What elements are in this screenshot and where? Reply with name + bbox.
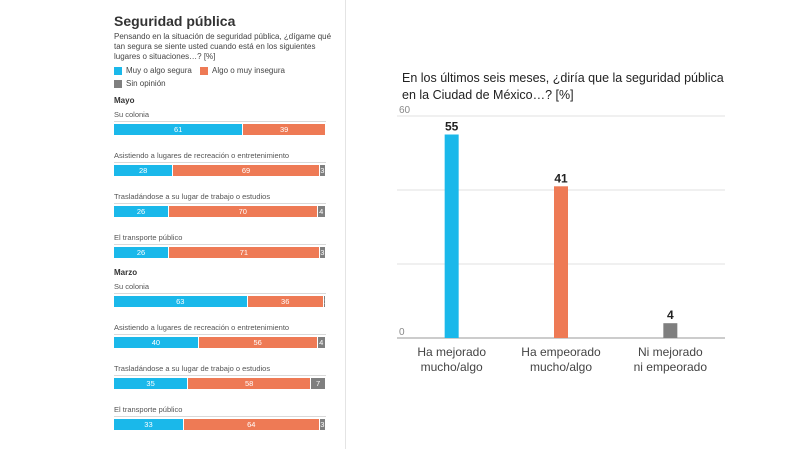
row-label: Su colonia	[114, 282, 150, 291]
group-header: Mayo	[114, 96, 135, 105]
bar-value-label: 55	[445, 120, 459, 134]
bar-segment: 3	[319, 419, 325, 430]
row-label: Trasladándose a su lugar de trabajo o es…	[114, 192, 271, 201]
row-label: Su colonia	[114, 110, 150, 119]
panel-divider	[345, 0, 346, 449]
left-chart-title: Seguridad pública	[114, 13, 236, 29]
bar-segment: 71	[169, 247, 319, 258]
legend-swatch	[114, 80, 122, 88]
bar-segment: 56	[198, 337, 317, 348]
bar-segment: 28	[114, 165, 173, 176]
left-chart-subtitle: Pensando en la situación de seguridad pú…	[114, 32, 332, 61]
row-label: El transporte público	[114, 405, 183, 414]
right-chart-title: En los últimos seis meses, ¿diría que la…	[402, 71, 724, 102]
bar-value-label: 4	[667, 308, 674, 322]
group-header: Marzo	[114, 268, 138, 277]
legend-swatch	[114, 67, 122, 75]
bar-segment: 63	[114, 296, 247, 307]
legend-label: Muy o algo segura	[126, 66, 192, 75]
x-tick-label: Ha mejorado mucho/algo	[417, 345, 486, 374]
bar	[444, 134, 459, 338]
row-separator	[114, 334, 326, 335]
row-separator	[114, 416, 326, 417]
row-separator	[114, 244, 326, 245]
bar	[554, 186, 568, 338]
bar	[663, 323, 678, 338]
x-tick-label: Ni mejorado ni empeorado	[634, 345, 708, 374]
left-panel: Seguridad pública Pensando en la situaci…	[0, 0, 345, 449]
bar-segment: 4	[317, 206, 325, 217]
y-tick-label: 0	[399, 327, 405, 338]
bar-segment: 39	[243, 124, 325, 135]
bar-segment: 35	[114, 378, 188, 389]
row-label: Asistiendo a lugares de recreación o ent…	[114, 151, 290, 160]
bar-segment: 1	[323, 296, 325, 307]
row-separator	[114, 203, 326, 204]
bar-segment: 3	[319, 247, 325, 258]
bar-segment: 7	[311, 378, 325, 389]
y-tick-label: 60	[399, 105, 411, 116]
row-separator	[114, 162, 326, 163]
bar-segment: 61	[114, 124, 243, 135]
bar-segment: 58	[188, 378, 311, 389]
row-separator	[114, 293, 326, 294]
bar-segment: 64	[183, 419, 319, 430]
bar-segment: 33	[114, 419, 183, 430]
bar-segment: 36	[247, 296, 323, 307]
legend-label: Algo o muy insegura	[212, 66, 285, 75]
row-label: Asistiendo a lugares de recreación o ent…	[114, 323, 290, 332]
bar-segment: 26	[114, 206, 169, 217]
bar-segment: 26	[114, 247, 169, 258]
row-label: El transporte público	[114, 233, 183, 242]
x-tick-label: Ha empeorado mucho/algo	[521, 345, 601, 374]
bar-segment: 3	[319, 165, 325, 176]
row-label: Trasladándose a su lugar de trabajo o es…	[114, 364, 271, 373]
row-separator	[114, 375, 326, 376]
bar-segment: 70	[169, 206, 317, 217]
legend-label: Sin opinión	[126, 79, 166, 88]
bar-segment: 4	[317, 337, 325, 348]
legend-swatch	[200, 67, 208, 75]
bar-value-label: 41	[554, 171, 568, 185]
row-separator	[114, 121, 326, 122]
bar-segment: 69	[173, 165, 319, 176]
bar-segment: 40	[114, 337, 198, 348]
